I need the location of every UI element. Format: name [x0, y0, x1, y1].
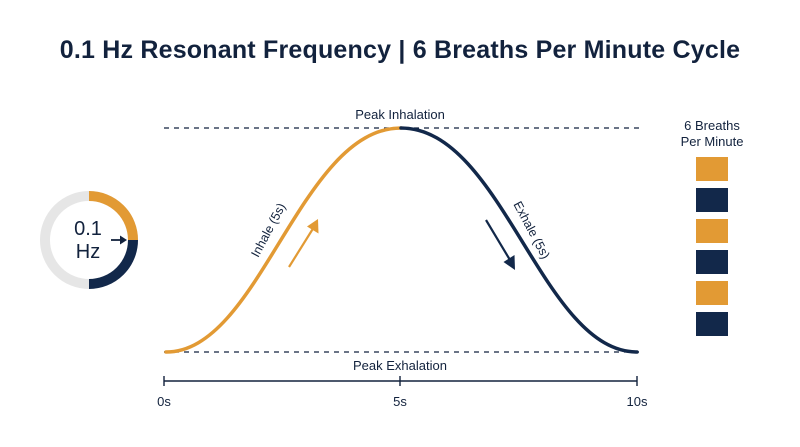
- legend-box-inhale-3: [696, 281, 728, 305]
- legend-box-exhale-1: [696, 188, 728, 212]
- inhale-label: Inhale (5s): [248, 201, 288, 260]
- ring-arrow-icon: [111, 235, 127, 245]
- exhale-arrow-icon: [485, 219, 515, 270]
- legend-box-inhale-2: [696, 219, 728, 243]
- inhale-curve: [164, 126, 403, 354]
- page-title: 0.1 Hz Resonant Frequency | 6 Breaths Pe…: [59, 36, 741, 64]
- frequency-label: 0.1 Hz: [57, 218, 119, 264]
- time-tick-label-5: 5s: [393, 394, 407, 409]
- ring-exhale-segment: [88, 239, 138, 289]
- legend-box-exhale-2: [696, 250, 728, 274]
- legend-box-exhale-3: [696, 312, 728, 336]
- exhale-curve: [399, 126, 639, 354]
- time-tick-label-10: 10s: [627, 394, 648, 409]
- peak-inhalation-label: Peak Inhalation: [355, 107, 445, 122]
- peak-exhalation-label: Peak Exhalation: [353, 358, 447, 373]
- frequency-unit: Hz: [75, 241, 101, 263]
- inhale-arrow-icon: [288, 219, 319, 268]
- legend-title-line1: 6 Breaths: [684, 118, 740, 133]
- time-tick-label-0: 0s: [157, 394, 171, 409]
- frequency-ring: [40, 191, 138, 289]
- frequency-value: 0.1: [74, 218, 102, 240]
- legend-title: 6 Breaths Per Minute: [664, 118, 760, 150]
- legend-box-inhale-1: [696, 157, 728, 181]
- legend-title-line2: Per Minute: [680, 134, 744, 149]
- ring-inhale-segment: [88, 191, 138, 241]
